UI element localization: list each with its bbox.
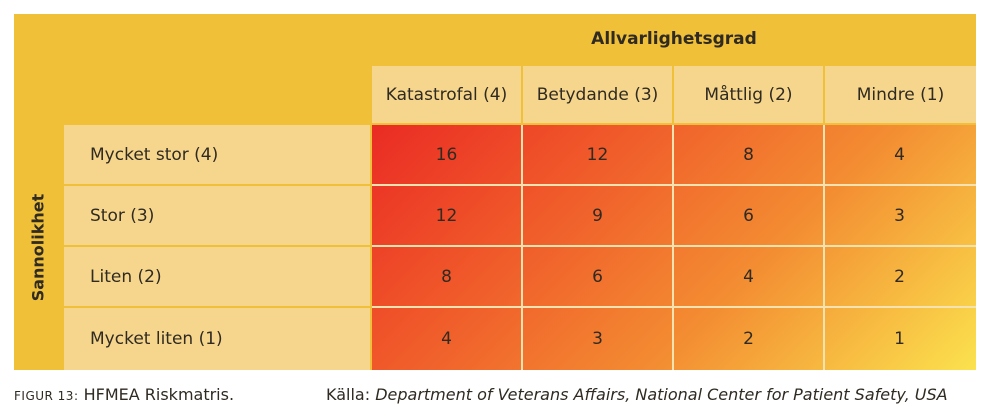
probability-axis: Sannolikhet (14, 125, 62, 370)
risk-score-cell: 16 (435, 144, 458, 165)
risk-score-cell: 8 (743, 144, 754, 165)
source-text: Department of Veterans Affairs, National… (375, 385, 948, 404)
probability-row-label: Liten (2) (64, 247, 370, 306)
risk-score-cell: 4 (743, 266, 754, 287)
risk-score-cell: 4 (894, 144, 905, 165)
risk-score-cell: 6 (592, 266, 603, 287)
source-label: Källa: (326, 385, 371, 404)
risk-score-cell: 12 (586, 144, 609, 165)
risk-score-cell: 2 (743, 329, 754, 349)
severity-column-header: Måttlig (2) (674, 66, 823, 123)
risk-score-cell: 9 (592, 205, 603, 226)
risk-score-cell: 2 (894, 266, 905, 287)
risk-score-cell: 3 (592, 329, 603, 349)
grid-divider (823, 125, 825, 370)
figure-title: HFMEA Riskmatris. (83, 385, 235, 404)
severity-column-header: Mindre (1) (825, 66, 976, 123)
grid-divider (372, 306, 976, 308)
grid-divider (372, 245, 976, 247)
risk-matrix: Allvarlighetsgrad Katastrofal (4) Betyda… (14, 14, 976, 370)
figure-label: FIGUR 13: (14, 389, 79, 403)
risk-score-cell: 4 (441, 329, 452, 349)
probability-row-label: Mycket stor (4) (64, 125, 370, 184)
matrix-corner (14, 14, 370, 123)
source-caption: Källa: Department of Veterans Affairs, N… (326, 385, 948, 404)
risk-score-cell: 6 (743, 205, 754, 226)
severity-title: Allvarlighetsgrad (372, 14, 976, 64)
grid-divider (521, 125, 523, 370)
probability-title: Sannolikhet (28, 193, 48, 302)
risk-score-cell: 1 (894, 329, 905, 349)
risk-score-cell: 12 (435, 205, 458, 226)
grid-divider (672, 125, 674, 370)
grid-divider (372, 184, 976, 186)
severity-column-header: Katastrofal (4) (372, 66, 521, 123)
severity-column-header: Betydande (3) (523, 66, 672, 123)
figure-caption: FIGUR 13: HFMEA Riskmatris. (14, 385, 234, 404)
risk-score-cell: 8 (441, 266, 452, 287)
risk-heat-grid: 16 12 8 4 12 9 6 3 8 6 4 2 4 3 2 1 (372, 125, 976, 370)
probability-row-label: Stor (3) (64, 186, 370, 245)
probability-row-label: Mycket liten (1) (64, 308, 370, 370)
risk-score-cell: 3 (894, 205, 905, 226)
